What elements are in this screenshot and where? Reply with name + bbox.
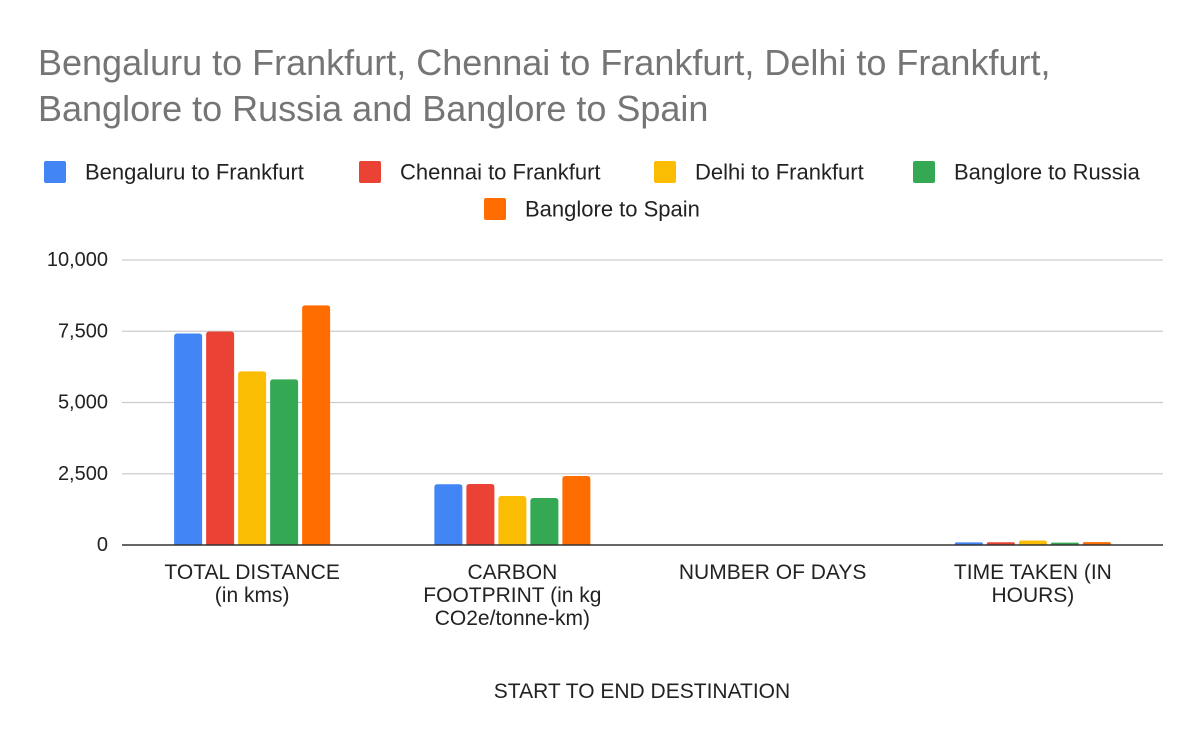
legend-item: Banglore to Russia <box>913 160 1141 185</box>
legend-swatch <box>913 161 935 183</box>
bar <box>238 371 267 545</box>
y-tick-label: 5,000 <box>58 392 108 414</box>
y-tick-label: 7,500 <box>58 320 108 342</box>
legend-swatch <box>484 198 506 220</box>
y-tick-label: 2,500 <box>58 463 108 485</box>
category-label-line: (in kms) <box>215 584 290 607</box>
bars <box>174 305 1111 545</box>
x-axis-title: START TO END DESTINATION <box>494 680 790 703</box>
category-label-line: HOURS) <box>991 584 1074 607</box>
category-label-line: FOOTPRINT (in kg <box>423 584 601 607</box>
chart-title-line: Banglore to Russia and Banglore to Spain <box>38 88 708 129</box>
bar <box>174 333 203 545</box>
legend: Bengaluru to Frankfurt Chennai to Frankfu… <box>44 160 1141 222</box>
legend-label: Bengaluru to Frankfurt <box>85 160 304 185</box>
bar <box>498 495 527 545</box>
legend-item: Chennai to Frankfurt <box>359 160 601 185</box>
bar <box>562 476 591 545</box>
y-tick-label: 10,000 <box>47 249 108 271</box>
bar <box>206 331 235 545</box>
y-axis-ticks: 0 2,500 5,000 7,500 10,000 <box>47 249 108 556</box>
category-label-line: CO2e/tonne-km) <box>435 607 590 630</box>
category-label: TOTAL DISTANCE(in kms) <box>164 561 339 607</box>
bar <box>270 379 299 545</box>
legend-item: Banglore to Spain <box>484 197 700 222</box>
bar <box>434 484 463 545</box>
legend-label: Banglore to Russia <box>954 160 1141 185</box>
chart-title: Bengaluru to Frankfurt, Chennai to Frank… <box>38 42 1050 129</box>
legend-label: Delhi to Frankfurt <box>695 160 864 185</box>
legend-swatch <box>654 161 676 183</box>
y-tick-label: 0 <box>97 534 108 556</box>
legend-label: Banglore to Spain <box>525 197 700 222</box>
bar <box>530 497 559 545</box>
category-label: NUMBER OF DAYS <box>679 561 866 584</box>
legend-item: Delhi to Frankfurt <box>654 160 864 185</box>
chart-title-line: Bengaluru to Frankfurt, Chennai to Frank… <box>38 42 1050 83</box>
legend-swatch <box>44 161 66 183</box>
legend-swatch <box>359 161 381 183</box>
bar <box>302 305 331 545</box>
category-label-line: NUMBER OF DAYS <box>679 561 866 584</box>
bar <box>1018 540 1047 545</box>
legend-item: Bengaluru to Frankfurt <box>44 160 304 185</box>
category-label-line: TOTAL DISTANCE <box>164 561 339 584</box>
bar <box>466 484 495 545</box>
category-label-line: TIME TAKEN (IN <box>954 561 1112 584</box>
legend-label: Chennai to Frankfurt <box>400 160 601 185</box>
category-label-line: CARBON <box>467 561 557 584</box>
